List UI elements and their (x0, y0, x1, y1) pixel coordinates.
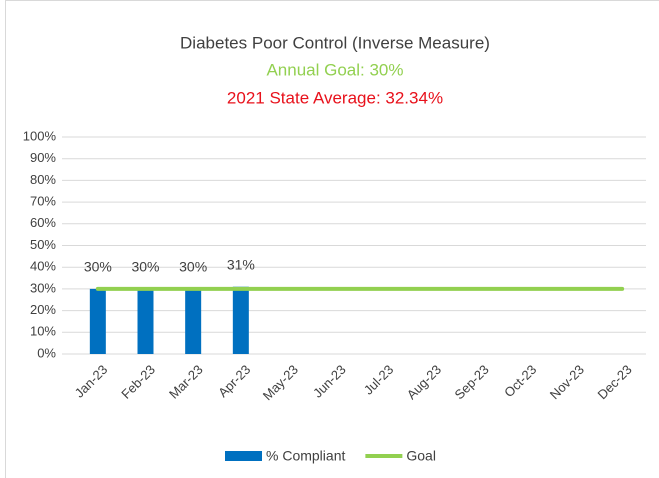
y-tick-label: 10% (30, 324, 56, 339)
y-tick-label: 30% (30, 280, 56, 295)
bar (185, 288, 202, 354)
bar (89, 288, 106, 354)
chart-frame (5, 0, 659, 478)
y-tick-label: 20% (30, 302, 56, 317)
legend-swatch (225, 451, 262, 461)
y-tick-label: 0% (37, 345, 56, 360)
data-label: 30% (179, 259, 207, 275)
data-label: 30% (84, 259, 112, 275)
y-tick-label: 60% (30, 215, 56, 230)
y-tick-label: 80% (30, 172, 56, 187)
chart-subtitle: Annual Goal: 30% (266, 60, 403, 79)
bar (137, 288, 154, 354)
bar (232, 286, 249, 354)
chart-title: Diabetes Poor Control (Inverse Measure) (180, 33, 490, 52)
y-tick-label: 90% (30, 150, 56, 165)
y-tick-label: 40% (30, 259, 56, 274)
data-label: 30% (131, 259, 159, 275)
data-label: 31% (227, 256, 255, 272)
chart-annotation: 2021 State Average: 32.34% (227, 88, 443, 107)
legend-label: Goal (406, 448, 436, 464)
y-tick-label: 50% (30, 237, 56, 252)
legend-label: % Compliant (266, 448, 345, 464)
y-tick-label: 70% (30, 194, 56, 209)
y-tick-label: 100% (23, 128, 57, 143)
